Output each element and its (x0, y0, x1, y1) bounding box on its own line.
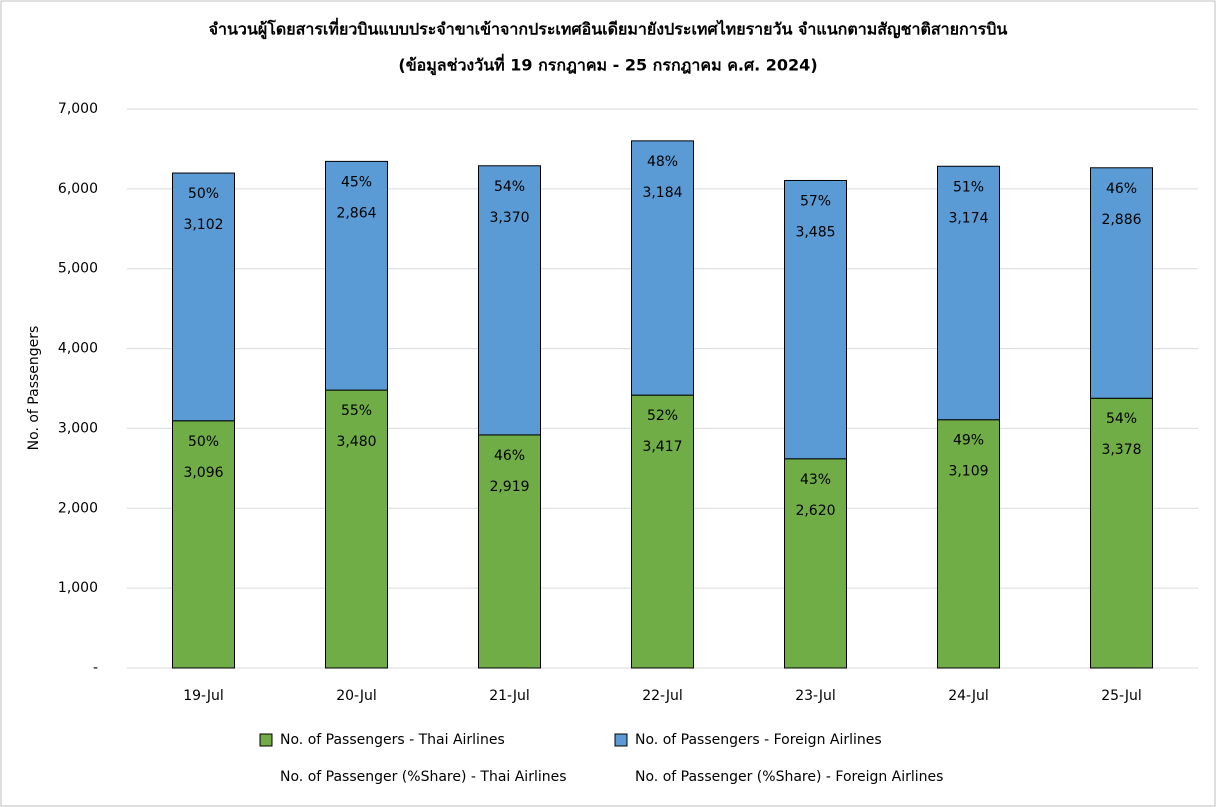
x-tick-label: 23-Jul (795, 688, 836, 704)
share-label: 54% (1106, 411, 1137, 427)
share-label: 45% (341, 174, 372, 190)
share-label: 51% (953, 179, 984, 195)
share-label: 48% (647, 154, 678, 170)
y-tick-label: 1,000 (58, 580, 98, 596)
value-label: 3,480 (336, 434, 376, 450)
share-label: 50% (188, 186, 219, 202)
y-tick-label: 6,000 (58, 181, 98, 197)
bar-segment (478, 165, 541, 436)
y-tick-label: 2,000 (58, 500, 98, 516)
value-label: 3,102 (183, 217, 223, 233)
legend-label: No. of Passenger (%Share) - Foreign Airl… (635, 769, 943, 785)
bar-segment (172, 420, 235, 669)
y-axis-label: No. of Passengers (26, 326, 42, 451)
y-tick-label: 3,000 (58, 420, 98, 436)
bar-segment (172, 172, 235, 422)
legend-label: No. of Passengers - Foreign Airlines (635, 732, 882, 748)
share-label: 46% (1106, 181, 1137, 197)
chart-subtitle: (ข้อมูลช่วงวันที่ 19 กรกฎาคม - 25 กรกฎาค… (398, 54, 817, 77)
y-tick-label: 5,000 (58, 261, 98, 277)
value-label: 2,886 (1101, 212, 1141, 228)
x-tick-label: 22-Jul (642, 688, 683, 704)
bar-segment (631, 140, 694, 396)
y-tick-label: 4,000 (58, 341, 98, 357)
legend-label: No. of Passenger (%Share) - Thai Airline… (280, 769, 567, 785)
y-tick-label: 7,000 (58, 101, 98, 117)
value-label: 2,620 (795, 503, 835, 519)
value-label: 3,184 (642, 185, 682, 201)
x-tick-label: 19-Jul (183, 688, 224, 704)
share-label: 55% (341, 403, 372, 419)
legend-swatch (614, 733, 628, 747)
bar-segment (1090, 397, 1153, 669)
legend-label: No. of Passengers - Thai Airlines (280, 732, 505, 748)
x-tick-label: 21-Jul (489, 688, 530, 704)
x-tick-label: 25-Jul (1101, 688, 1142, 704)
share-label: 52% (647, 408, 678, 424)
share-label: 46% (494, 448, 525, 464)
legend-swatch (259, 733, 273, 747)
value-label: 3,174 (948, 210, 988, 226)
value-label: 3,485 (795, 224, 835, 240)
bar-segment (784, 179, 847, 460)
value-label: 2,864 (336, 205, 376, 221)
value-label: 2,919 (489, 479, 529, 495)
value-label: 3,096 (183, 465, 223, 481)
bar-segment (937, 165, 1000, 421)
share-label: 54% (494, 179, 525, 195)
value-label: 3,370 (489, 210, 529, 226)
x-tick-label: 24-Jul (948, 688, 989, 704)
y-tick-label: - (93, 660, 98, 676)
value-label: 3,109 (948, 464, 988, 480)
bar-segment (325, 389, 388, 669)
bar-segment (1090, 167, 1153, 399)
x-tick-label: 20-Jul (336, 688, 377, 704)
bar-segment (325, 160, 388, 391)
bar-segment (631, 394, 694, 669)
share-label: 57% (800, 193, 831, 209)
bar-segment (784, 458, 847, 669)
value-label: 3,378 (1101, 442, 1141, 458)
value-label: 3,417 (642, 439, 682, 455)
share-label: 50% (188, 434, 219, 450)
bar-segment (478, 434, 541, 669)
share-label: 49% (953, 433, 984, 449)
bar-segment (937, 419, 1000, 669)
chart-title: จำนวนผู้โดยสารเที่ยวบินแบบประจำขาเข้าจาก… (209, 18, 1008, 41)
share-label: 43% (800, 472, 831, 488)
